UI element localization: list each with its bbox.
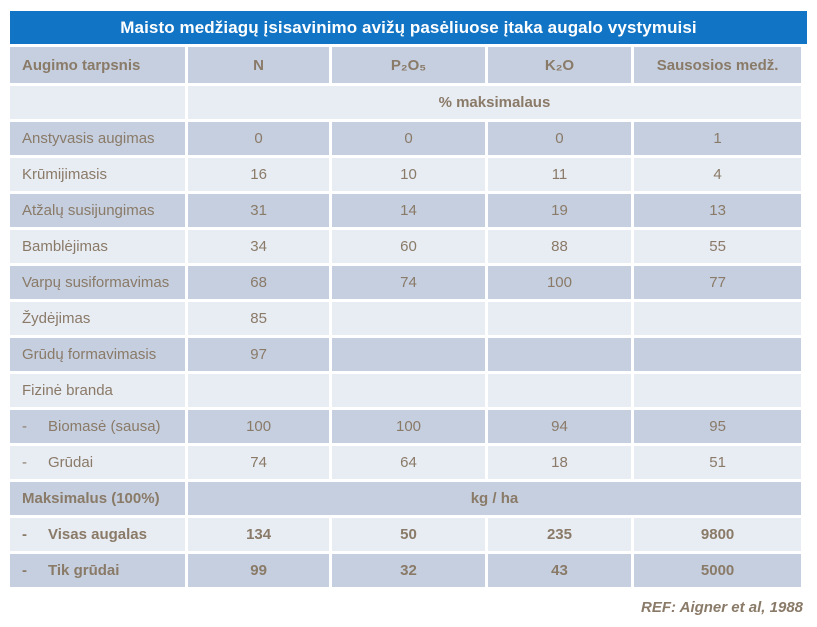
- value-cell-dry-matter: 77: [634, 266, 801, 299]
- value-cell-n: 99: [187, 554, 330, 587]
- value-cell-n: 74: [187, 446, 330, 479]
- value-cell-n: 0: [187, 122, 330, 155]
- value-cell-k2o: 11: [487, 158, 632, 191]
- row-grudu-formavimasis: Grūdų formavimasis 97: [10, 338, 801, 371]
- dash-bullet: -: [22, 562, 27, 579]
- stage-label: Biomasė (sausa): [48, 418, 161, 435]
- value-cell-n: 68: [187, 266, 330, 299]
- row-anstyvasis-augimas: Anstyvasis augimas 0 0 0 1: [10, 122, 801, 155]
- value-cell-k2o: 88: [487, 230, 632, 263]
- stage-label-cell: Krūmijimasis: [10, 158, 185, 191]
- stage-label-cell: - Biomasė (sausa): [10, 410, 185, 443]
- nutrient-uptake-table: Augimo tarpsnis N P₂O₅ K₂O Sausosios med…: [7, 44, 804, 590]
- empty-cell: [10, 86, 185, 119]
- value-cell-dry-matter: 1: [634, 122, 801, 155]
- value-cell-p2o5: 64: [332, 446, 485, 479]
- reference-citation: REF: Aigner et al, 1988: [641, 599, 803, 616]
- row-atzalu-susijungimas: Atžalų susijungimas 31 14 19 13: [10, 194, 801, 227]
- value-cell-k2o: 100: [487, 266, 632, 299]
- table-header-row: Augimo tarpsnis N P₂O₅ K₂O Sausosios med…: [10, 47, 801, 83]
- value-cell-n: 34: [187, 230, 330, 263]
- value-cell-n: 100: [187, 410, 330, 443]
- value-cell-dry-matter: 5000: [634, 554, 801, 587]
- page-title: Maisto medžiagų įsisavinimo avižų pasėli…: [10, 11, 807, 44]
- value-cell-k2o: [487, 302, 632, 335]
- value-cell-dry-matter: [634, 338, 801, 371]
- value-cell-dry-matter: 51: [634, 446, 801, 479]
- value-cell-k2o: 19: [487, 194, 632, 227]
- stage-label: Visas augalas: [48, 526, 147, 543]
- value-cell-k2o: 94: [487, 410, 632, 443]
- value-cell-dry-matter: [634, 374, 801, 407]
- value-cell-p2o5: 50: [332, 518, 485, 551]
- stage-label-cell: Anstyvasis augimas: [10, 122, 185, 155]
- stage-label-cell: Varpų susiformavimas: [10, 266, 185, 299]
- value-cell-k2o: [487, 338, 632, 371]
- value-cell-dry-matter: [634, 302, 801, 335]
- stage-label: Grūdai: [48, 454, 94, 471]
- value-cell-p2o5: [332, 338, 485, 371]
- value-cell-p2o5: 32: [332, 554, 485, 587]
- stage-label-cell: Fizinė branda: [10, 374, 185, 407]
- row-zydejimas: Žydėjimas 85: [10, 302, 801, 335]
- value-cell-dry-matter: 4: [634, 158, 801, 191]
- value-cell-k2o: 18: [487, 446, 632, 479]
- value-cell-p2o5: 74: [332, 266, 485, 299]
- column-header-dry-matter: Sausosios medž.: [634, 47, 801, 83]
- dash-bullet: -: [22, 454, 27, 471]
- column-header-k2o: K₂O: [487, 47, 632, 83]
- column-header-n: N: [187, 47, 330, 83]
- row-varpu-susiformavimas: Varpų susiformavimas 68 74 100 77: [10, 266, 801, 299]
- value-cell-dry-matter: 95: [634, 410, 801, 443]
- value-cell-n: 85: [187, 302, 330, 335]
- value-cell-k2o: 43: [487, 554, 632, 587]
- value-cell-n: 31: [187, 194, 330, 227]
- max-section-label: Maksimalus (100%): [10, 482, 185, 515]
- percent-of-maximum-label: % maksimalaus: [187, 86, 801, 119]
- value-cell-k2o: [487, 374, 632, 407]
- value-cell-p2o5: 60: [332, 230, 485, 263]
- dash-bullet: -: [22, 526, 27, 543]
- value-cell-p2o5: [332, 302, 485, 335]
- stage-label: Tik grūdai: [48, 562, 120, 579]
- row-percent-of-maximum: % maksimalaus: [10, 86, 801, 119]
- max-section-unit: kg / ha: [187, 482, 801, 515]
- value-cell-dry-matter: 13: [634, 194, 801, 227]
- stage-label-cell: - Visas augalas: [10, 518, 185, 551]
- stage-label-cell: - Tik grūdai: [10, 554, 185, 587]
- row-krumijimasis: Krūmijimasis 16 10 11 4: [10, 158, 801, 191]
- row-grudai: - Grūdai 74 64 18 51: [10, 446, 801, 479]
- value-cell-dry-matter: 9800: [634, 518, 801, 551]
- value-cell-k2o: 0: [487, 122, 632, 155]
- row-bamblejimas: Bamblėjimas 34 60 88 55: [10, 230, 801, 263]
- stage-label-cell: Atžalų susijungimas: [10, 194, 185, 227]
- stage-label-cell: Žydėjimas: [10, 302, 185, 335]
- value-cell-n: 97: [187, 338, 330, 371]
- value-cell-p2o5: 100: [332, 410, 485, 443]
- stage-label-cell: Grūdų formavimasis: [10, 338, 185, 371]
- value-cell-p2o5: 14: [332, 194, 485, 227]
- dash-bullet: -: [22, 418, 27, 435]
- value-cell-p2o5: 0: [332, 122, 485, 155]
- stage-label-cell: - Grūdai: [10, 446, 185, 479]
- value-cell-dry-matter: 55: [634, 230, 801, 263]
- row-tik-grudai: - Tik grūdai 99 32 43 5000: [10, 554, 801, 587]
- column-header-stage: Augimo tarpsnis: [10, 47, 185, 83]
- value-cell-n: 134: [187, 518, 330, 551]
- stage-label-cell: Bamblėjimas: [10, 230, 185, 263]
- value-cell-p2o5: [332, 374, 485, 407]
- row-visas-augalas: - Visas augalas 134 50 235 9800: [10, 518, 801, 551]
- row-fizine-branda: Fizinė branda: [10, 374, 801, 407]
- value-cell-k2o: 235: [487, 518, 632, 551]
- value-cell-n: [187, 374, 330, 407]
- column-header-p2o5: P₂O₅: [332, 47, 485, 83]
- row-maksimalus: Maksimalus (100%) kg / ha: [10, 482, 801, 515]
- row-biomase-sausa: - Biomasė (sausa) 100 100 94 95: [10, 410, 801, 443]
- value-cell-p2o5: 10: [332, 158, 485, 191]
- value-cell-n: 16: [187, 158, 330, 191]
